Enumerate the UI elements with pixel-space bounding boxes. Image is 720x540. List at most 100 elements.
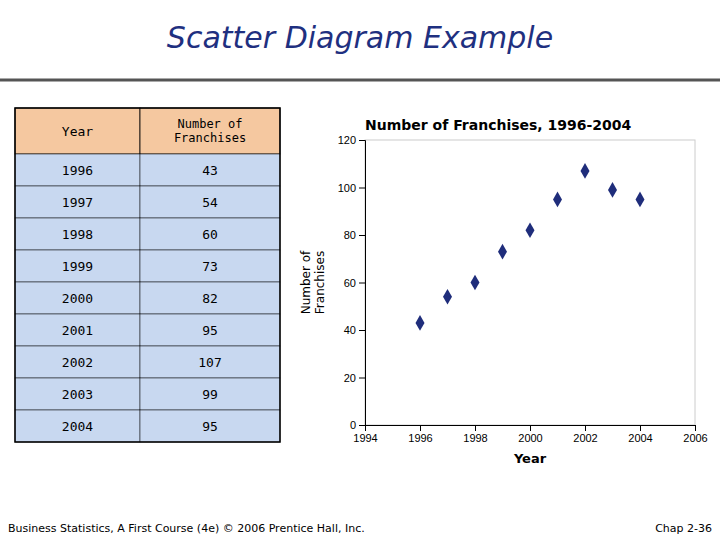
- tick: 2006: [683, 425, 707, 444]
- tick-label: 1996: [408, 432, 432, 444]
- text-line: Number of: [299, 250, 313, 314]
- table-cell-text: 2001: [62, 323, 93, 338]
- page-title: Scatter Diagram Example: [167, 20, 553, 55]
- table-cell-text: 2002: [62, 355, 93, 370]
- table-cell: [140, 378, 280, 410]
- table-cell: [15, 378, 140, 410]
- table-cell: [15, 346, 140, 378]
- point: [581, 163, 590, 179]
- table-header-cell: [15, 108, 140, 154]
- table-cell-text: 1996: [62, 163, 93, 178]
- data-table: Year Number ofFranchises 1996 43 1997 54 1998 6…: [15, 108, 280, 442]
- tick-label: 2004: [628, 432, 652, 444]
- chart-title: Number of Franchises, 1996-2004: [365, 117, 632, 133]
- tick: 80: [344, 229, 365, 241]
- tick-mark: [359, 283, 365, 284]
- table-cell: [140, 314, 280, 346]
- table-cell-text: 1998: [62, 227, 93, 242]
- tick-label: 0: [350, 419, 356, 431]
- text-line: Franchises: [313, 251, 327, 314]
- tick: 1996: [408, 425, 432, 444]
- tick-mark: [359, 235, 365, 236]
- table-cell-text: 2003: [62, 387, 93, 402]
- text-line: Number of: [177, 117, 242, 131]
- table-cell: [15, 250, 140, 282]
- tick-mark: [695, 425, 696, 431]
- table-cell: [15, 314, 140, 346]
- footer-left: Business Statistics, A First Course (4e)…: [8, 522, 365, 535]
- table-cell-text: 2004: [62, 419, 93, 434]
- tick-label: 40: [344, 324, 356, 336]
- table-cell: [140, 410, 280, 442]
- table-cell-text: 82: [202, 291, 218, 306]
- table-cell: [140, 218, 280, 250]
- tick-mark: [585, 425, 586, 431]
- point: [471, 275, 480, 291]
- text-line: Year: [62, 124, 93, 139]
- table-cell-text: 99: [202, 387, 218, 402]
- table-cell-text: 60: [202, 227, 218, 242]
- x-axis-title: Year: [513, 451, 547, 466]
- table-cell: [15, 410, 140, 442]
- text-line: Franchises: [174, 131, 246, 145]
- table-cell: [15, 154, 140, 186]
- table-cell-text: 95: [202, 419, 218, 434]
- point: [416, 315, 425, 331]
- table-cell: [140, 186, 280, 218]
- tick-mark: [359, 330, 365, 331]
- table-cell: [140, 346, 280, 378]
- tick-label: 80: [344, 229, 356, 241]
- tick: 1998: [463, 425, 487, 444]
- tick: 0: [350, 419, 365, 431]
- tick-label: 60: [344, 277, 356, 289]
- y-axis: 0 20 40 60 80 100 120: [338, 134, 366, 431]
- table-cell: [15, 218, 140, 250]
- axis-line: [366, 426, 696, 432]
- table-cell: [15, 186, 140, 218]
- chart-svg: Scatter Diagram ExampleYearNumber ofFran…: [0, 0, 720, 540]
- tick-label: 2000: [518, 432, 542, 444]
- table-header-cell: [140, 108, 280, 154]
- point: [498, 244, 507, 260]
- table-cell-text: 54: [202, 195, 218, 210]
- tick: 120: [338, 134, 365, 146]
- point: [443, 289, 452, 305]
- point: [608, 182, 617, 198]
- tick-mark: [530, 425, 531, 431]
- tick-mark: [359, 425, 365, 426]
- plot-frame: [365, 140, 695, 425]
- tick-mark: [475, 425, 476, 431]
- point: [526, 222, 535, 238]
- tick-label: 1994: [353, 432, 377, 444]
- x-axis: 1994 1996 1998 2000 2002 2004 2006: [353, 425, 707, 444]
- footer-right: Chap 2-36: [655, 522, 712, 535]
- tick-mark: [640, 425, 641, 431]
- tick: 40: [344, 324, 365, 336]
- table-cell: [140, 250, 280, 282]
- point: [636, 192, 645, 208]
- tick-label: 120: [338, 134, 356, 146]
- tick: 1994: [353, 425, 377, 444]
- table-cell: [140, 282, 280, 314]
- tick-label: 1998: [463, 432, 487, 444]
- tick-mark: [359, 188, 365, 189]
- table-header-text: Year: [62, 124, 93, 139]
- table-header-text: Number ofFranchises: [174, 117, 246, 145]
- tick-label: 20: [344, 372, 356, 384]
- table-cell-text: 43: [202, 163, 218, 178]
- tick: 2002: [573, 425, 597, 444]
- table-cell: [15, 282, 140, 314]
- tick: 60: [344, 277, 365, 289]
- tick-label: 2006: [683, 432, 707, 444]
- tick-label: 2002: [573, 432, 597, 444]
- table-border: [15, 108, 280, 442]
- tick-mark: [420, 425, 421, 431]
- tick-label: 100: [338, 182, 356, 194]
- table-cell-text: 2000: [62, 291, 93, 306]
- points: [416, 163, 645, 331]
- tick: 2004: [628, 425, 652, 444]
- tick: 100: [338, 182, 365, 194]
- table-cell-text: 1997: [62, 195, 93, 210]
- tick: 2000: [518, 425, 542, 444]
- table-cell-text: 95: [202, 323, 218, 338]
